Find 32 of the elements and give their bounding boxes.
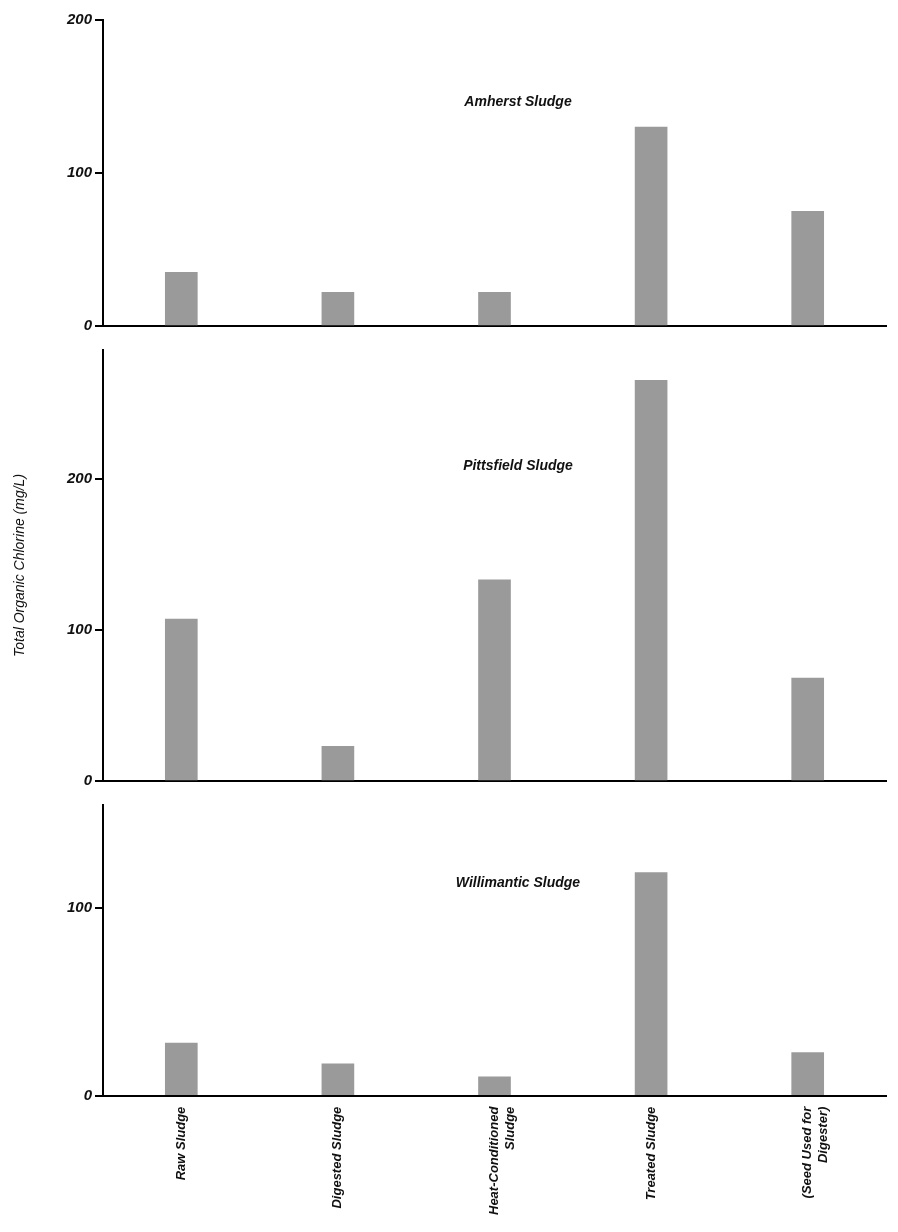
- x-tick-label: Heat-Conditioned Sludge: [486, 1105, 517, 1216]
- text: Willimantic Sludge: [455, 874, 581, 891]
- y-tick-label: 0: [83, 771, 93, 789]
- y-axis-title: Total Organic Chlorine (mg/L): [11, 473, 28, 658]
- y-tick-label: 200: [65, 468, 93, 486]
- bar: [478, 1076, 511, 1096]
- x-tick-label: Treated Sludge: [642, 1106, 658, 1201]
- text: Amherst Sludge: [463, 93, 572, 110]
- bar: [791, 1052, 825, 1096]
- bar: [634, 872, 668, 1096]
- bar: [478, 579, 511, 781]
- y-tick-label: 100: [66, 619, 93, 637]
- bar: [791, 210, 825, 326]
- bar: [164, 272, 198, 326]
- bar: [164, 1042, 198, 1096]
- bar: [321, 1063, 355, 1096]
- y-tick-label: 0: [83, 316, 93, 334]
- x-tick-label: Digested Sludge: [329, 1106, 345, 1209]
- bar: [478, 292, 511, 326]
- bar: [634, 379, 668, 781]
- bar: [791, 677, 825, 781]
- bar: [321, 292, 355, 326]
- x-tick-label: (Seed Used for Digester): [799, 1105, 830, 1199]
- y-tick-label: 200: [65, 10, 93, 28]
- x-tick-label: Raw Sludge: [172, 1106, 188, 1181]
- bar: [321, 745, 355, 781]
- y-tick-label: 0: [83, 1085, 93, 1103]
- text: Pittsfield Sludge: [463, 457, 574, 474]
- y-tick-label: 100: [66, 898, 93, 916]
- bar: [634, 126, 668, 326]
- bar: [164, 618, 198, 781]
- y-tick-label: 100: [66, 163, 93, 181]
